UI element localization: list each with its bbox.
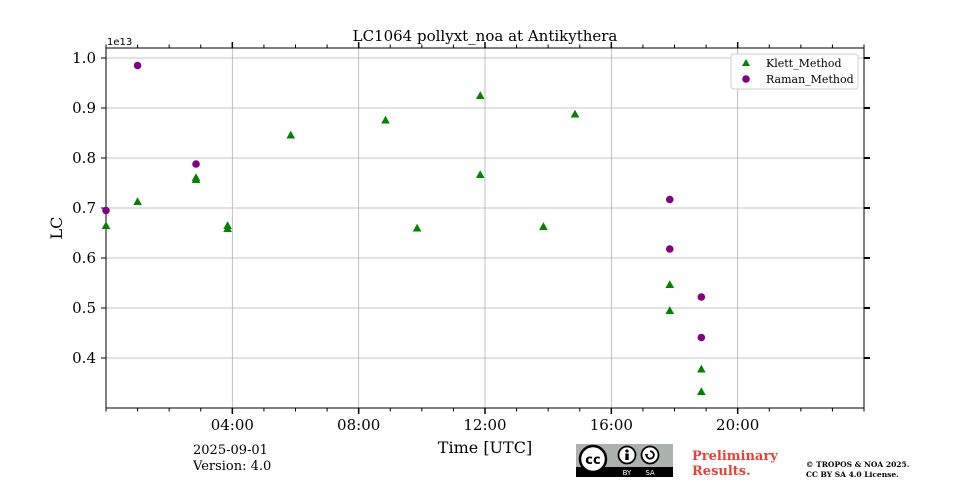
preliminary-line-2: Results.	[692, 464, 751, 479]
klett-point	[475, 170, 485, 178]
y-tick-label: 0.5	[72, 299, 96, 317]
y-tick-label: 0.6	[72, 249, 96, 267]
klett-point	[570, 109, 580, 118]
cc-icon-text: cc	[585, 453, 600, 468]
klett-point	[665, 306, 675, 314]
klett-point	[697, 364, 706, 373]
raman-point	[665, 195, 674, 204]
x-tick-label: 08:00	[337, 416, 380, 434]
raman-point	[133, 61, 142, 70]
sa-share-icon	[640, 445, 660, 465]
cc-icon	[578, 444, 608, 474]
y-axis-title: LC	[47, 217, 66, 240]
legend-marker-klett	[742, 59, 750, 66]
chart-title: LC1064 pollyxt_noa at Antikythera	[353, 27, 618, 45]
footer-version: Version: 4.0	[193, 459, 272, 474]
sa-label: SA	[645, 469, 655, 477]
klett-point	[665, 280, 675, 288]
x-tick-label: 04:00	[211, 416, 254, 434]
grid	[106, 48, 864, 408]
klett-point	[539, 222, 548, 230]
klett-point	[223, 221, 232, 229]
legend-marker-raman	[742, 75, 750, 83]
klett-point	[133, 197, 142, 205]
preliminary-notice: Preliminary Results.	[692, 449, 778, 479]
klett-point	[191, 173, 201, 181]
raman-point	[697, 333, 706, 342]
by-label: BY	[623, 469, 632, 477]
raman-point	[102, 206, 110, 215]
klett-point	[101, 221, 111, 229]
footer-date-version: 2025-09-01 Version: 4.0	[193, 443, 271, 475]
klett-point	[412, 223, 422, 232]
klett-point	[475, 91, 485, 99]
raman-point	[192, 160, 200, 168]
axis-ticks	[101, 42, 870, 414]
y-tick-label: 0.9	[72, 99, 96, 117]
x-tick-label: 16:00	[590, 416, 633, 434]
raman-point	[697, 293, 706, 301]
legend-box	[730, 53, 859, 90]
x-axis-title: Time [UTC]	[438, 438, 532, 457]
x-tick-label: 20:00	[716, 416, 759, 434]
klett-point	[697, 387, 706, 395]
legend-label-raman: Raman_Method	[766, 73, 854, 86]
legend-label-klett: Klett_Method	[766, 57, 842, 70]
data-points	[101, 61, 706, 395]
y-tick-label: 0.4	[72, 349, 96, 367]
copyright-notice: © TROPOS & NOA 2025. CC BY SA 4.0 Licens…	[806, 460, 909, 480]
copyright-line-2: CC BY SA 4.0 License.	[806, 470, 899, 479]
tick-labels: 04:00 08:00 12:00 16:00 20:00 0.4 0.5 0.6 0.7 0.8…	[72, 49, 759, 434]
raman-point	[665, 245, 674, 253]
y-tick-label: 1.0	[72, 49, 96, 67]
legend: Klett_Method Raman_Method	[730, 53, 859, 90]
footer-date: 2025-09-01	[193, 443, 268, 458]
x-tick-label: 12:00	[463, 416, 506, 434]
cc-by-sa-badge: cc BY SA	[576, 444, 673, 477]
y-tick-label: 0.8	[72, 149, 96, 167]
klett-point	[381, 115, 390, 124]
y-tick-label: 0.7	[72, 199, 96, 217]
klett-point	[286, 130, 296, 139]
preliminary-line-1: Preliminary	[692, 449, 778, 464]
copyright-line-1: © TROPOS & NOA 2025.	[806, 460, 910, 469]
y-exponent-label: 1e13	[107, 37, 132, 48]
